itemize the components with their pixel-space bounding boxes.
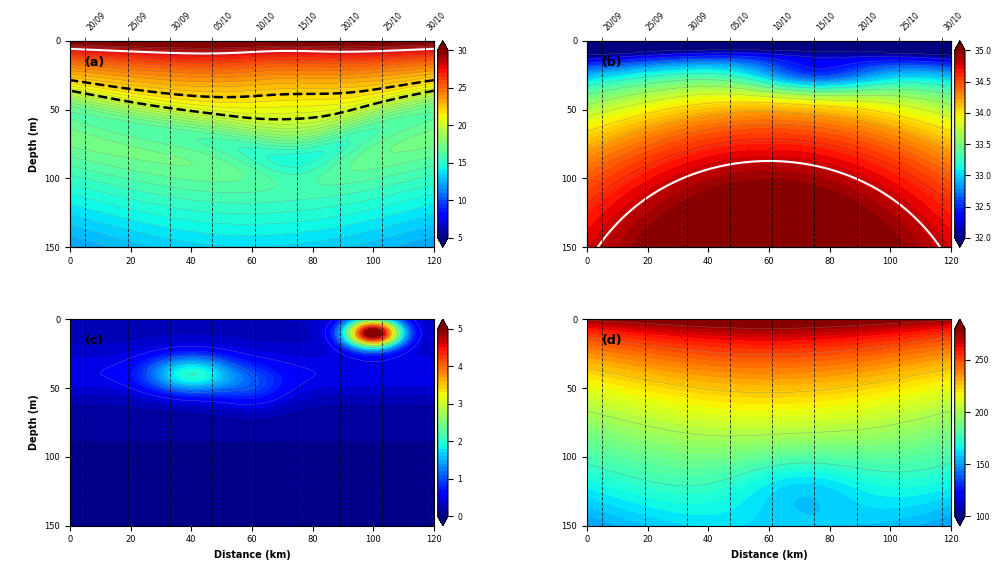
PathPatch shape [955, 238, 965, 247]
PathPatch shape [955, 319, 965, 329]
PathPatch shape [438, 41, 448, 50]
PathPatch shape [955, 516, 965, 526]
Text: (a): (a) [85, 55, 105, 69]
Text: (b): (b) [602, 55, 622, 69]
Text: (d): (d) [602, 334, 622, 347]
PathPatch shape [438, 238, 448, 247]
X-axis label: Distance (km): Distance (km) [214, 550, 290, 560]
Y-axis label: Depth (m): Depth (m) [29, 395, 39, 450]
X-axis label: Distance (km): Distance (km) [731, 550, 807, 560]
Y-axis label: Depth (m): Depth (m) [29, 116, 39, 172]
PathPatch shape [955, 41, 965, 50]
PathPatch shape [438, 516, 448, 526]
PathPatch shape [438, 319, 448, 329]
Text: (c): (c) [85, 334, 104, 347]
